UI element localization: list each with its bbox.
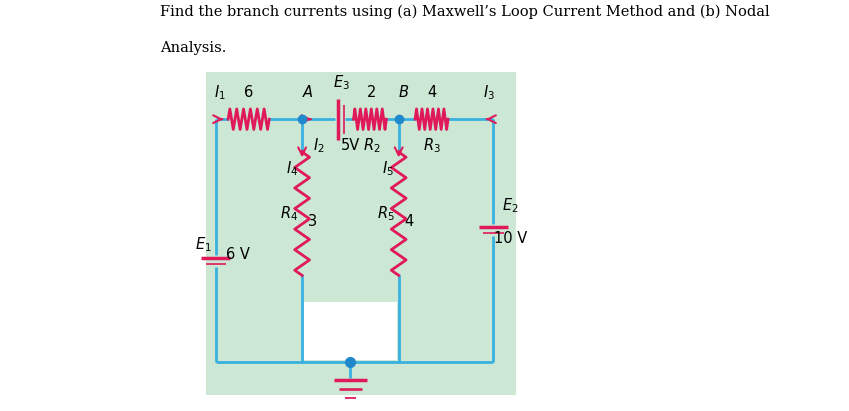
Text: 6: 6	[244, 85, 253, 100]
Text: 5V: 5V	[341, 139, 360, 153]
Text: $B$: $B$	[398, 85, 409, 100]
Text: $I_3$: $I_3$	[483, 83, 495, 102]
Text: 4: 4	[427, 85, 436, 100]
Text: $E_1$: $E_1$	[195, 235, 212, 254]
FancyBboxPatch shape	[205, 72, 516, 395]
Text: $A$: $A$	[301, 85, 313, 100]
Text: $E_3$: $E_3$	[333, 73, 350, 92]
Text: Find the branch currents using (a) Maxwell’s Loop Current Method and (b) Nodal: Find the branch currents using (a) Maxwe…	[160, 4, 770, 18]
Text: $I_5$: $I_5$	[382, 159, 395, 178]
Text: 10 V: 10 V	[494, 231, 527, 246]
FancyBboxPatch shape	[304, 302, 396, 360]
Text: 6 V: 6 V	[227, 247, 250, 262]
Text: $I_1$: $I_1$	[214, 83, 226, 102]
Text: $I_4$: $I_4$	[286, 159, 298, 178]
Text: $R_4$: $R_4$	[280, 204, 298, 223]
Text: $R_2$: $R_2$	[363, 136, 380, 155]
Text: 2: 2	[368, 85, 377, 100]
Text: $I_2$: $I_2$	[312, 136, 324, 155]
Text: 3: 3	[308, 215, 317, 229]
Text: $R_5$: $R_5$	[377, 204, 395, 223]
Text: Analysis.: Analysis.	[160, 41, 227, 55]
Text: $R_3$: $R_3$	[423, 136, 441, 155]
Text: $E_2$: $E_2$	[502, 196, 519, 215]
Text: 4: 4	[404, 215, 413, 229]
